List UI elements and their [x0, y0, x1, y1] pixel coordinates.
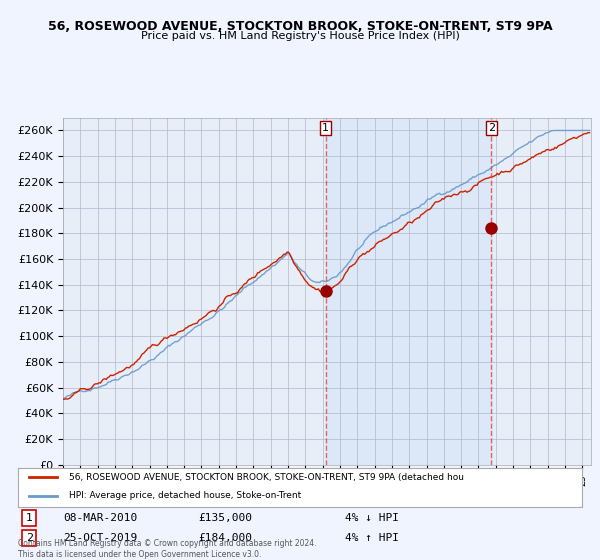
- Text: HPI: Average price, detached house, Stoke-on-Trent: HPI: Average price, detached house, Stok…: [69, 491, 301, 500]
- Text: 1: 1: [26, 513, 33, 523]
- Text: Contains HM Land Registry data © Crown copyright and database right 2024.
This d: Contains HM Land Registry data © Crown c…: [18, 539, 317, 559]
- Text: 2: 2: [488, 123, 495, 133]
- Text: 08-MAR-2010: 08-MAR-2010: [63, 513, 137, 523]
- Text: 25-OCT-2019: 25-OCT-2019: [63, 533, 137, 543]
- Text: £135,000: £135,000: [199, 513, 253, 523]
- Text: Price paid vs. HM Land Registry's House Price Index (HPI): Price paid vs. HM Land Registry's House …: [140, 31, 460, 41]
- Text: 56, ROSEWOOD AVENUE, STOCKTON BROOK, STOKE-ON-TRENT, ST9 9PA: 56, ROSEWOOD AVENUE, STOCKTON BROOK, STO…: [47, 20, 553, 32]
- Bar: [326, 118, 493, 465]
- Text: 4% ↑ HPI: 4% ↑ HPI: [345, 533, 399, 543]
- Text: £184,000: £184,000: [199, 533, 253, 543]
- Text: 4% ↓ HPI: 4% ↓ HPI: [345, 513, 399, 523]
- Text: 56, ROSEWOOD AVENUE, STOCKTON BROOK, STOKE-ON-TRENT, ST9 9PA (detached hou: 56, ROSEWOOD AVENUE, STOCKTON BROOK, STO…: [69, 473, 464, 482]
- Text: 1: 1: [322, 123, 329, 133]
- Text: 2: 2: [26, 533, 33, 543]
